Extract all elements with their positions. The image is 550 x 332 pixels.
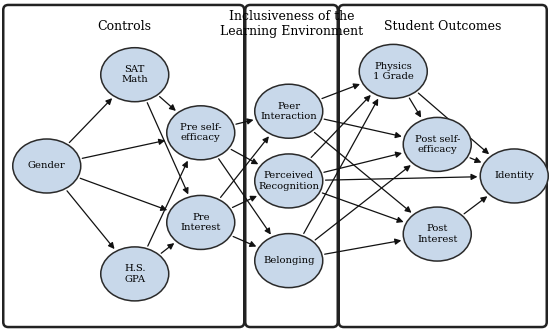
Ellipse shape	[255, 154, 323, 208]
Ellipse shape	[480, 149, 548, 203]
Ellipse shape	[101, 247, 169, 301]
Text: Post
Interest: Post Interest	[417, 224, 458, 244]
Text: Pre
Interest: Pre Interest	[180, 213, 221, 232]
Ellipse shape	[403, 207, 471, 261]
Text: Inclusiveness of the
Learning Environment: Inclusiveness of the Learning Environmen…	[220, 10, 363, 38]
Text: H.S.
GPA: H.S. GPA	[124, 264, 146, 284]
Text: Gender: Gender	[28, 161, 65, 171]
Ellipse shape	[359, 44, 427, 98]
Ellipse shape	[403, 207, 471, 261]
Text: Post self-
efficacy: Post self- efficacy	[415, 135, 460, 154]
Ellipse shape	[13, 139, 81, 193]
Ellipse shape	[403, 118, 471, 171]
Ellipse shape	[101, 247, 169, 301]
Ellipse shape	[255, 84, 323, 138]
Ellipse shape	[167, 106, 235, 160]
Ellipse shape	[167, 196, 235, 249]
Ellipse shape	[167, 106, 235, 160]
Ellipse shape	[255, 84, 323, 138]
Ellipse shape	[255, 234, 323, 288]
Ellipse shape	[255, 234, 323, 288]
Ellipse shape	[359, 44, 427, 98]
Text: Perceived
Recognition: Perceived Recognition	[258, 171, 319, 191]
Text: Controls: Controls	[97, 20, 151, 33]
Ellipse shape	[167, 196, 235, 249]
Text: Student Outcomes: Student Outcomes	[384, 20, 502, 33]
Ellipse shape	[13, 139, 81, 193]
Text: Physics
1 Grade: Physics 1 Grade	[373, 62, 414, 81]
Ellipse shape	[101, 48, 169, 102]
Ellipse shape	[101, 48, 169, 102]
Text: Pre self-
efficacy: Pre self- efficacy	[180, 123, 222, 142]
Ellipse shape	[403, 118, 471, 171]
Text: Peer
Interaction: Peer Interaction	[260, 102, 317, 121]
Ellipse shape	[480, 149, 548, 203]
Text: Identity: Identity	[494, 171, 534, 181]
Ellipse shape	[255, 154, 323, 208]
Text: SAT
Math: SAT Math	[122, 65, 148, 84]
Text: Belonging: Belonging	[263, 256, 315, 265]
